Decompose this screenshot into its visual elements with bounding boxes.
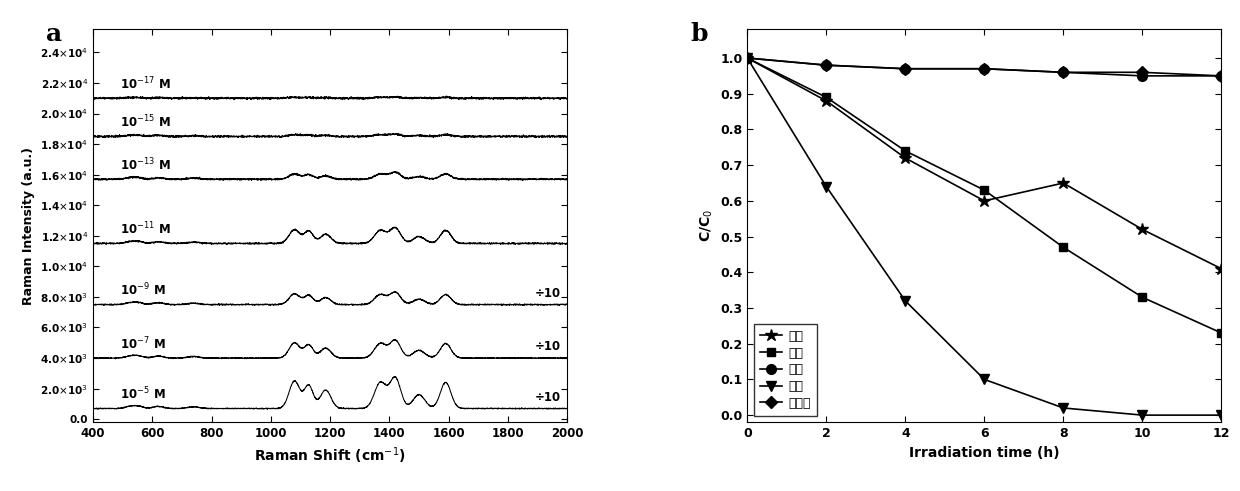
Text: 10$^{-7}$ M: 10$^{-7}$ M bbox=[120, 335, 165, 352]
蓝光 bbox=[740, 55, 755, 61]
绿光 bbox=[1135, 226, 1149, 232]
自降解 bbox=[1214, 73, 1229, 79]
自降解 bbox=[977, 66, 992, 72]
紫光 bbox=[1214, 330, 1229, 336]
红光 bbox=[740, 55, 755, 61]
Text: ÷10: ÷10 bbox=[536, 287, 562, 300]
红光 bbox=[818, 184, 833, 190]
蓝光 bbox=[977, 66, 992, 72]
Text: 10$^{-5}$ M: 10$^{-5}$ M bbox=[120, 386, 165, 403]
紫光 bbox=[818, 94, 833, 100]
紫光 bbox=[898, 148, 913, 154]
紫光 bbox=[1056, 245, 1071, 250]
绿光 bbox=[898, 155, 913, 161]
自降解 bbox=[818, 62, 833, 68]
绿光 bbox=[1214, 266, 1229, 272]
Text: ÷10: ÷10 bbox=[536, 340, 562, 354]
X-axis label: Irradiation time (h): Irradiation time (h) bbox=[909, 446, 1060, 460]
Text: 10$^{-11}$ M: 10$^{-11}$ M bbox=[120, 221, 171, 237]
紫光 bbox=[1135, 294, 1149, 300]
红光 bbox=[1135, 412, 1149, 418]
红光 bbox=[1056, 405, 1071, 411]
蓝光 bbox=[1214, 73, 1229, 79]
紫光 bbox=[977, 187, 992, 193]
绿光 bbox=[818, 98, 833, 104]
Line: 红光: 红光 bbox=[743, 53, 1226, 420]
绿光 bbox=[1056, 180, 1071, 186]
红光 bbox=[977, 377, 992, 382]
蓝光 bbox=[818, 62, 833, 68]
Line: 紫光: 紫光 bbox=[743, 54, 1225, 337]
Line: 自降解: 自降解 bbox=[743, 54, 1225, 80]
Y-axis label: C/C$_0$: C/C$_0$ bbox=[698, 209, 714, 243]
Text: ÷10: ÷10 bbox=[536, 391, 562, 404]
紫光 bbox=[740, 55, 755, 61]
蓝光 bbox=[898, 66, 913, 72]
Text: a: a bbox=[46, 22, 62, 46]
红光 bbox=[1214, 412, 1229, 418]
Text: 10$^{-9}$ M: 10$^{-9}$ M bbox=[120, 282, 165, 299]
自降解 bbox=[1135, 69, 1149, 75]
红光 bbox=[898, 298, 913, 304]
Line: 绿光: 绿光 bbox=[742, 52, 1228, 275]
自降解 bbox=[1056, 69, 1071, 75]
Y-axis label: Raman Intensity (a.u.): Raman Intensity (a.u.) bbox=[22, 147, 35, 305]
绿光 bbox=[977, 198, 992, 204]
蓝光 bbox=[1056, 69, 1071, 75]
X-axis label: Raman Shift (cm$^{-1}$): Raman Shift (cm$^{-1}$) bbox=[254, 446, 405, 466]
Line: 蓝光: 蓝光 bbox=[743, 53, 1226, 81]
绿光 bbox=[740, 55, 755, 61]
自降解 bbox=[898, 66, 913, 72]
Text: 10$^{-17}$ M: 10$^{-17}$ M bbox=[120, 76, 171, 92]
蓝光 bbox=[1135, 73, 1149, 79]
自降解 bbox=[740, 55, 755, 61]
Legend: 绿光, 紫光, 蓝光, 红光, 自降解: 绿光, 紫光, 蓝光, 红光, 自降解 bbox=[754, 324, 817, 416]
Text: b: b bbox=[691, 22, 708, 46]
Text: 10$^{-15}$ M: 10$^{-15}$ M bbox=[120, 114, 171, 130]
Text: 10$^{-13}$ M: 10$^{-13}$ M bbox=[120, 157, 171, 173]
